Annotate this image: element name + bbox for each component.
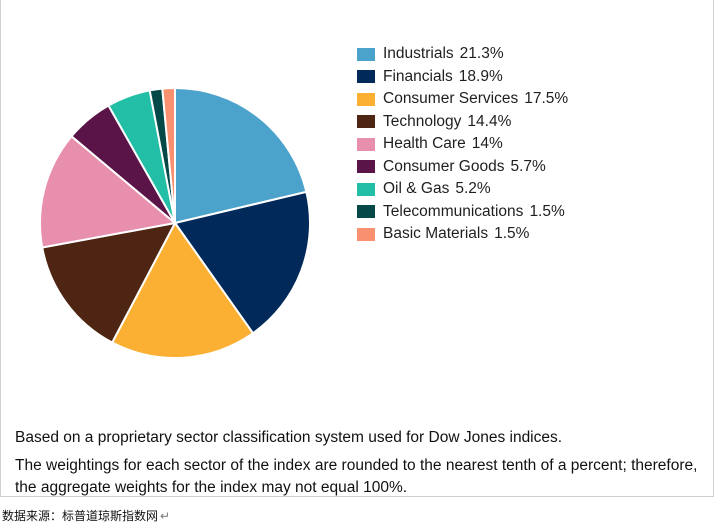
pie-slice-industrials	[174, 86, 308, 225]
legend-label: Consumer Goods	[383, 157, 505, 175]
pie-slice-basic-materials	[161, 86, 176, 224]
legend-label: Consumer Services	[383, 90, 519, 108]
legend-value: 14.4%	[467, 112, 512, 130]
legend-value: 1.5%	[529, 202, 565, 220]
legend-swatch	[357, 205, 375, 219]
footnotes: Based on a proprietary sector classifica…	[15, 427, 710, 499]
pie-slice-consumer-services	[110, 221, 255, 360]
legend-label: Industrials	[383, 45, 454, 63]
legend-item-industrials: Industrials 21.3%	[357, 43, 568, 66]
legend-swatch	[357, 182, 375, 196]
return-mark: ↵	[160, 509, 171, 523]
pie-chart	[39, 86, 311, 360]
source-caption: 数据来源：标普道琼斯指数网 ↵	[2, 507, 170, 524]
legend-value: 1.5%	[494, 225, 530, 243]
legend-value: 5.2%	[455, 180, 491, 198]
legend-value: 5.7%	[510, 157, 546, 175]
pie-slice-financials	[173, 190, 311, 335]
legend-swatch	[357, 227, 375, 241]
legend-swatch	[357, 115, 375, 129]
legend-item-financials: Financials 18.9%	[357, 66, 568, 89]
legend-label: Health Care	[383, 135, 466, 153]
legend-item-oil-gas: Oil & Gas 5.2%	[357, 178, 568, 201]
legend-value: 14%	[471, 135, 503, 153]
legend-swatch	[357, 92, 375, 106]
legend-item-health-care: Health Care 14%	[357, 133, 568, 156]
legend-item-consumer-goods: Consumer Goods 5.7%	[357, 156, 568, 179]
legend-item-telecommunications: Telecommunications 1.5%	[357, 201, 568, 224]
pie-slice-technology	[41, 221, 177, 344]
footnote-classification: Based on a proprietary sector classifica…	[15, 429, 563, 446]
legend-swatch	[357, 47, 375, 61]
legend-value: 18.9%	[458, 67, 503, 85]
footnote-rounding: The weightings for each sector of the in…	[15, 457, 698, 496]
legend-label: Basic Materials	[383, 225, 489, 243]
legend-item-consumer-services: Consumer Services 17.5%	[357, 88, 568, 111]
chart-frame	[0, 0, 714, 497]
legend-value: 21.3%	[459, 45, 504, 63]
legend: Industrials 21.3% Financials 18.9% Consumer …	[357, 43, 568, 246]
legend-swatch	[357, 70, 375, 84]
legend-label: Technology	[383, 112, 462, 130]
source-text: 数据来源：标普道琼斯指数网	[2, 509, 159, 523]
legend-value: 17.5%	[524, 90, 569, 108]
pie-slice-health-care	[39, 134, 178, 249]
legend-label: Financials	[383, 67, 453, 85]
legend-label: Oil & Gas	[383, 180, 450, 198]
legend-swatch	[357, 160, 375, 174]
legend-item-basic-materials: Basic Materials 1.5%	[357, 223, 568, 246]
legend-swatch	[357, 137, 375, 151]
legend-label: Telecommunications	[383, 202, 524, 220]
legend-item-technology: Technology 14.4%	[357, 111, 568, 134]
